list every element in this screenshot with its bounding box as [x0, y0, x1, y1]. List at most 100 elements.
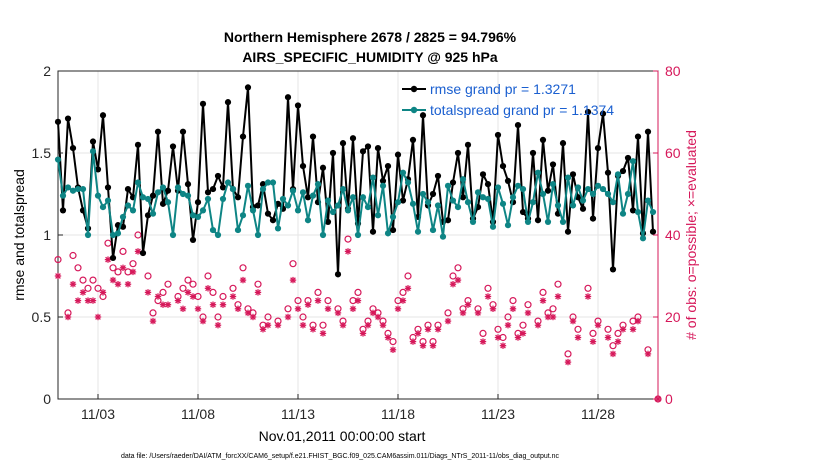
- totalspread-point: [84, 231, 92, 239]
- rmse-point: [319, 164, 327, 171]
- obs-evaluated-point: [94, 313, 102, 321]
- rmse-point: [644, 128, 652, 135]
- rmse-point: [504, 177, 512, 184]
- totalspread-point: [279, 195, 287, 203]
- rmse-point: [139, 249, 147, 257]
- obs-evaluated-point: [299, 322, 307, 329]
- totalspread-point: [159, 184, 167, 191]
- obs-possible-point: [134, 231, 142, 239]
- obs-evaluated-point: [554, 293, 562, 300]
- obs-evaluated-point: [144, 289, 152, 296]
- obs-evaluated-point: [589, 338, 597, 345]
- obs-evaluated-point: [64, 313, 72, 321]
- totalspread-point: [374, 212, 382, 219]
- totalspread-point: [89, 148, 97, 155]
- totalspread-point: [629, 158, 637, 165]
- totalspread-point: [249, 207, 257, 214]
- totalspread-point: [369, 174, 377, 181]
- totalspread-point: [519, 185, 527, 193]
- totalspread-point: [329, 208, 337, 216]
- totalspread-point: [644, 197, 652, 204]
- obs-possible-point: [479, 329, 487, 337]
- obs-possible-point: [219, 292, 227, 301]
- obs-possible-point: [354, 288, 362, 296]
- obs-evaluated-point: [419, 342, 427, 349]
- rmse-point: [184, 181, 192, 188]
- obs-evaluated-point: [89, 297, 97, 304]
- y-right-tick-label: 40: [665, 227, 681, 243]
- obs-possible-point: [79, 276, 87, 284]
- obs-evaluated-point: [569, 317, 577, 325]
- y-tick-label: 0: [43, 391, 51, 407]
- rmse-point: [204, 189, 212, 196]
- totalspread-point: [59, 192, 67, 199]
- obs-evaluated-point: [374, 313, 382, 321]
- totalspread-point: [399, 169, 407, 176]
- rmse-point: [499, 163, 507, 170]
- obs-evaluated-point: [644, 350, 652, 358]
- totalspread-point: [364, 204, 372, 211]
- totalspread-point: [109, 231, 117, 239]
- rmse-point: [624, 154, 632, 162]
- rmse-point: [359, 148, 367, 155]
- totalspread-point: [514, 182, 522, 189]
- totalspread-point: [429, 226, 437, 234]
- obs-possible-point: [294, 297, 302, 305]
- rmse-point: [519, 208, 527, 216]
- obs-evaluated-point: [219, 301, 227, 308]
- rmse-point: [194, 199, 202, 206]
- obs-possible-point: [119, 247, 127, 255]
- totalspread-point: [559, 218, 567, 225]
- totalspread-series-line: [57, 150, 654, 240]
- obs-possible-point: [314, 288, 322, 296]
- totalspread-point: [614, 171, 622, 178]
- rmse-point: [134, 141, 142, 148]
- obs-possible-point: [184, 276, 192, 284]
- obs-evaluated-point: [539, 297, 547, 304]
- legend-rmse-marker: [410, 85, 418, 93]
- y-tick-label: 1: [43, 227, 51, 243]
- obs-evaluated-point: [459, 309, 467, 317]
- obs-possible-point: [209, 288, 217, 296]
- totalspread-point: [199, 207, 207, 214]
- totalspread-point: [189, 212, 197, 219]
- obs-evaluated-point: [604, 334, 612, 341]
- obs-evaluated-point: [264, 322, 272, 329]
- rmse-point: [54, 118, 62, 125]
- rmse-point: [334, 271, 342, 278]
- totalspread-point: [404, 179, 412, 186]
- totalspread-point: [144, 195, 152, 203]
- obs-evaluated-point: [244, 309, 252, 317]
- obs-evaluated-point: [214, 322, 222, 329]
- totalspread-point: [204, 195, 212, 203]
- obs-evaluated-point: [99, 289, 107, 296]
- data-file-footnote: data file: /Users/raeder/DAI/ATM_forcXX/…: [121, 453, 560, 460]
- obs-evaluated-point: [609, 350, 617, 358]
- totalspread-point: [459, 176, 467, 183]
- obs-possible-point: [264, 313, 272, 321]
- totalspread-point: [254, 231, 262, 239]
- obs-possible-point: [574, 325, 582, 333]
- obs-evaluated-point: [484, 293, 492, 300]
- totalspread-point: [129, 207, 137, 214]
- rmse-point: [254, 202, 262, 209]
- rmse-point: [394, 151, 402, 158]
- obs-possible-point: [289, 260, 297, 268]
- obs-possible-point: [504, 313, 512, 321]
- obs-evaluated-point: [349, 305, 357, 312]
- totalspread-point: [449, 197, 457, 204]
- obs-possible-point: [54, 256, 62, 264]
- totalspread-point: [354, 231, 362, 239]
- obs-evaluated-point: [409, 338, 417, 345]
- rmse-point: [634, 133, 642, 140]
- rmse-point: [124, 185, 132, 193]
- obs-evaluated-point: [629, 326, 637, 333]
- obs-evaluated-point: [369, 309, 377, 317]
- obs-evaluated-point: [364, 322, 372, 329]
- obs-evaluated-point: [254, 289, 262, 296]
- rmse-point: [369, 228, 377, 235]
- rmse-point: [209, 185, 217, 193]
- rmse-series-line: [57, 86, 654, 276]
- totalspread-point: [319, 231, 327, 239]
- legend-rmse-label: rmse grand pr = 1.3271: [430, 81, 576, 97]
